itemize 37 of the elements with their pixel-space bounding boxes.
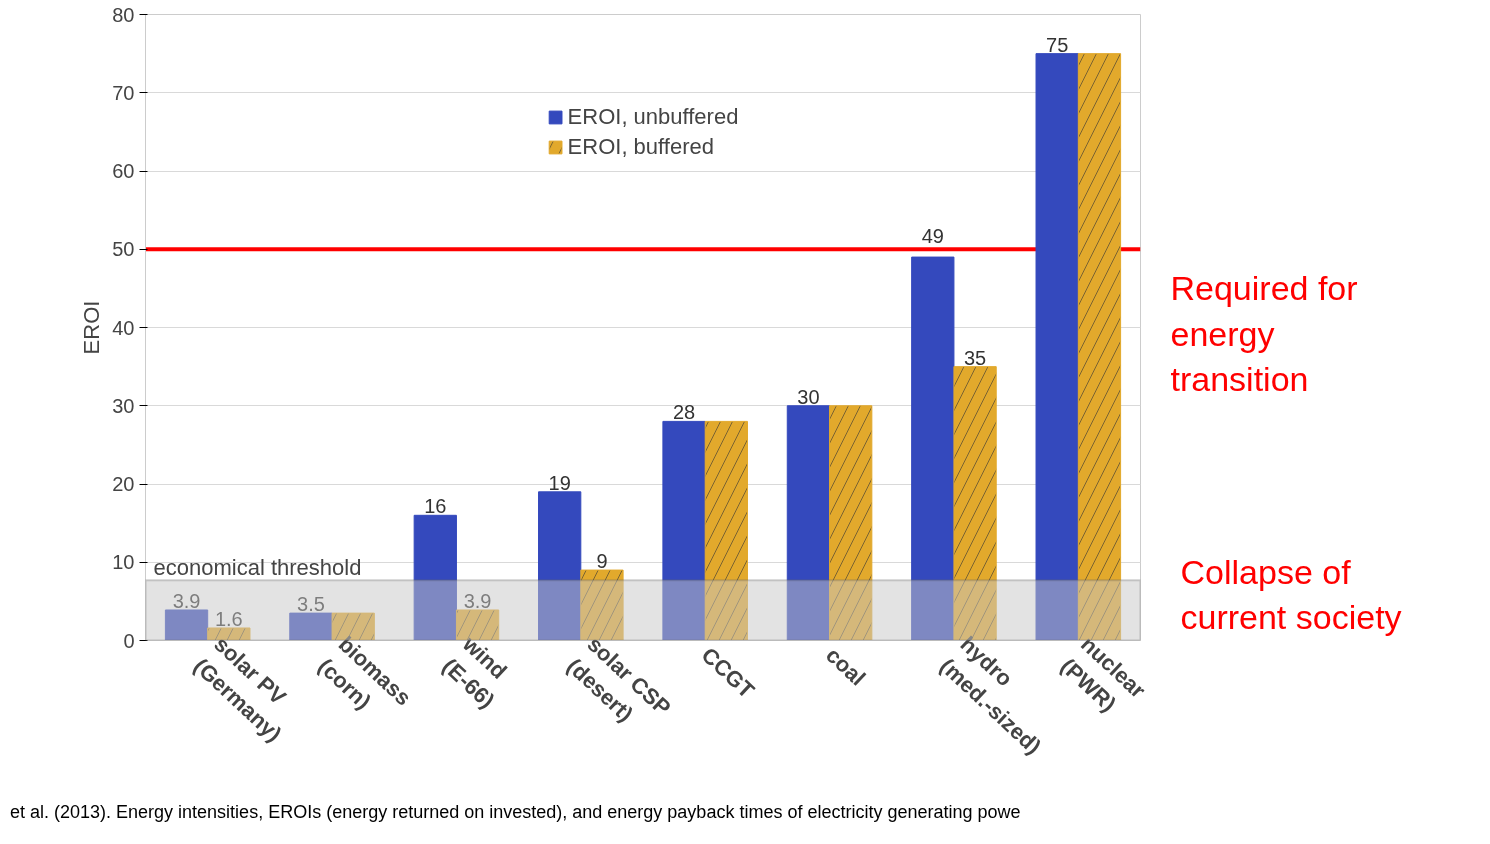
data-label: 19 [548,471,571,494]
bar [662,420,706,641]
data-label: 28 [672,401,696,424]
data-label: 3.9 [172,589,201,612]
y-tick-label: 20 [112,473,135,495]
bar [164,609,209,641]
y-tick-label: 10 [112,551,135,574]
y-tick-label: 30 [112,394,135,417]
y-tick-label: 0 [123,629,135,652]
data-label: 30 [797,385,820,408]
legend-label: EROI, unbuffered [567,104,739,130]
y-tick-label: 40 [112,316,135,339]
y-tick-label: 80 [112,3,135,26]
y-axis-title: EROI [79,300,105,355]
data-label: 3.9 [463,589,492,612]
bar [413,514,457,641]
y-tick-label: 70 [112,81,135,104]
y-tick-label: 60 [112,160,135,182]
band-label: economical threshold [153,555,362,581]
ref-line-label: Required for energy transition [1170,269,1358,399]
bar [538,491,582,641]
data-label: 35 [963,346,987,369]
data-label: 16 [424,495,447,518]
data-label: 9 [596,550,608,573]
data-label: 1.6 [214,607,243,630]
data-label: 75 [1046,33,1069,56]
bar [1035,53,1079,641]
y-tick-label: 50 [112,238,135,261]
data-label: 49 [921,225,944,248]
text: Collapse of current society [1180,552,1402,637]
data-label: 3.5 [297,593,325,616]
bar [911,256,955,641]
x-tick-label: coal [821,642,871,691]
bar [289,612,333,641]
bar [786,405,831,641]
legend-label: EROI, buffered [567,134,714,160]
text: et al. (2013). Energy intensities, EROIs (energy returned on invested), and energy payback times of electricity generating powe [10,801,1021,824]
